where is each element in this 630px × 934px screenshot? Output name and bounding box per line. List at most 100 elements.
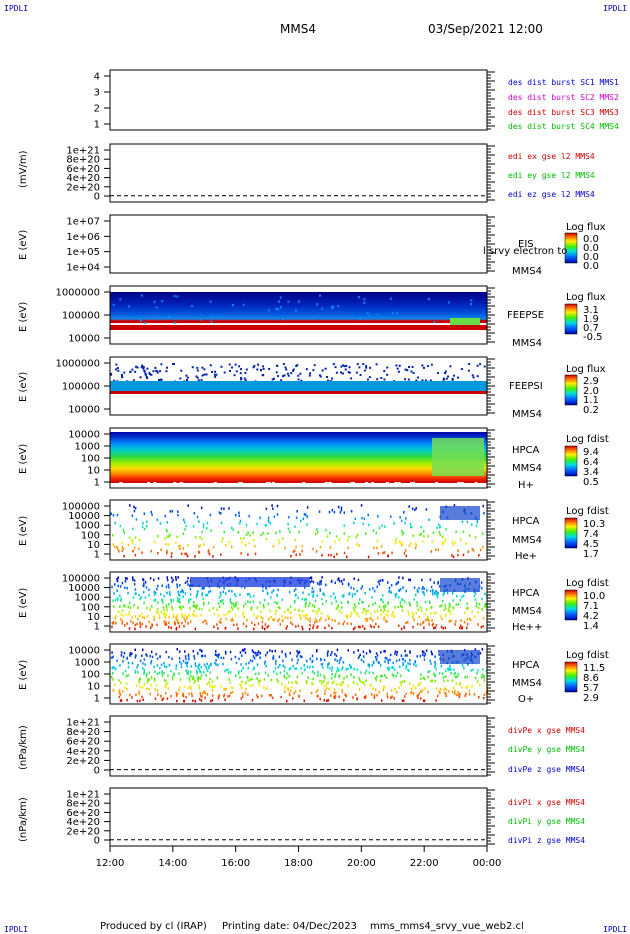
hpca-o-enhancement	[440, 650, 480, 664]
hpca-h-spectrogram	[110, 432, 487, 483]
panel-frame	[109, 787, 488, 847]
colorbar-val-feepse-2: 0.7	[583, 323, 599, 334]
hpca-he-enhancement	[440, 506, 480, 520]
ylabel-divpe: (nPa/km)	[18, 725, 29, 770]
colorbar-val-hpca-o-2: 5.7	[583, 683, 599, 694]
ylabel-hpca-he: E (eV)	[18, 515, 29, 546]
ytick-label: 1000000	[55, 359, 100, 370]
ytick-label: 1e+07	[66, 217, 100, 228]
side-label-hpca-h-species: H+	[518, 480, 534, 491]
ytick-label: 2e+20	[66, 756, 100, 767]
colorbar-title-feepse: Log flux	[566, 292, 606, 303]
hpca-h-enhancement	[432, 438, 484, 476]
feepse-band	[110, 325, 487, 330]
ytick-label: 1000	[75, 442, 100, 453]
ytick-label: 10000	[68, 646, 100, 657]
ytick-label: 100	[81, 670, 100, 681]
colorbar-val-hpca-hepp-1: 7.1	[583, 601, 599, 612]
colorbar-title-feepsi: Log flux	[566, 364, 606, 375]
colorbar-val-eis-2: 0.0	[583, 252, 599, 263]
corner-label-top-left: IPDLI	[4, 4, 29, 13]
ytick-label: 1	[94, 478, 100, 489]
legend-burst-mms3: des dist burst SC3 MMS3	[508, 108, 619, 117]
side-label-hpca-he-sc: MMS4	[512, 535, 542, 546]
colorbar-val-feepse-0: 3.1	[583, 305, 599, 316]
legend-divpi-y: divPi y gse MMS4	[508, 817, 586, 826]
colorbar	[564, 232, 578, 264]
colorbar-val-hpca-hepp-0: 10.0	[583, 591, 606, 602]
xtick-label: 12:00	[96, 858, 125, 869]
ytick-label: 10000	[68, 583, 100, 594]
legend-edi-z: edi ez gse l2 MMS4	[508, 190, 595, 199]
ylabel-divpi: (nPa/km)	[18, 797, 29, 842]
colorbar-title-eis: Log flux	[566, 222, 606, 233]
colorbar	[564, 661, 578, 693]
side-label-feepse-sc: MMS4	[512, 338, 542, 349]
legend-edi-y: edi ey gse l2 MMS4	[508, 171, 595, 180]
xtick-label: 14:00	[158, 858, 187, 869]
legend-edi-x: edi ex gse l2 MMS4	[508, 152, 595, 161]
feepsi-band	[110, 391, 487, 394]
ytick-label: 4e+20	[66, 746, 100, 757]
side-label-hpca-he-species: He+	[515, 551, 538, 562]
ytick-label: 1e+04	[66, 263, 100, 274]
colorbar	[564, 445, 578, 477]
xtick-label: 20:00	[347, 858, 376, 869]
ytick-label: 0	[94, 192, 100, 203]
ylabel-eis: E (eV)	[18, 229, 29, 260]
ytick-label: 10000	[68, 405, 100, 416]
side-label-hpca-hepp-sc: MMS4	[512, 606, 542, 617]
colorbar-val-feepse-3: -0.5	[583, 332, 603, 343]
spacecraft-title: MMS4	[280, 22, 316, 36]
ytick-label: 6e+20	[66, 808, 100, 819]
ytick-label: 0	[94, 766, 100, 777]
ytick-label: 1000	[75, 593, 100, 604]
side-label-hpca-hepp-species: He++	[512, 622, 543, 633]
colorbar-val-hpca-he-2: 4.5	[583, 539, 599, 550]
ytick-label: 3	[94, 88, 100, 99]
ytick-label: 2e+20	[66, 182, 100, 193]
ytick-label: 1	[94, 622, 100, 633]
legend-burst-mms1: des dist burst SC1 MMS1	[508, 78, 619, 87]
colorbar-val-eis-1: 0.0	[583, 243, 599, 254]
datetime-title: 03/Sep/2021 12:00	[428, 22, 543, 36]
panel-frame	[109, 571, 488, 633]
legend-burst-mms4: des dist burst SC4 MMS4	[508, 122, 619, 131]
ytick-label: 4e+20	[66, 173, 100, 184]
colorbar-val-hpca-o-1: 8.6	[583, 673, 599, 684]
colorbar-title-hpca-he: Log fdist	[566, 506, 609, 517]
xtick-label: 22:00	[410, 858, 439, 869]
ytick-label: 100	[81, 454, 100, 465]
ytick-label: 6e+20	[66, 164, 100, 175]
ytick-label: 4e+20	[66, 817, 100, 828]
colorbar-val-eis-0: 0.0	[583, 234, 599, 245]
colorbar-val-feepsi-0: 2.9	[583, 376, 599, 387]
ylabel-feepse: E (eV)	[18, 301, 29, 332]
side-label-feepse: FEEPSE	[507, 310, 545, 321]
ytick-label: 1000	[75, 658, 100, 669]
ytick-label: 1e+06	[66, 232, 100, 243]
ytick-label: 100000	[62, 382, 100, 393]
ytick-label: 2e+20	[66, 826, 100, 837]
ytick-label: 1	[94, 694, 100, 705]
ylabel-hpca-o: E (eV)	[18, 659, 29, 690]
legend-divpe-y: divPe y gse MMS4	[508, 745, 586, 754]
ytick-label: 2	[94, 104, 100, 115]
colorbar-val-feepsi-3: 0.2	[583, 405, 599, 416]
colorbar-val-hpca-he-1: 7.4	[583, 529, 599, 540]
corner-label-bottom-right: IPDLI	[603, 925, 628, 934]
colorbar-title-hpca-h: Log fdist	[566, 434, 609, 445]
colorbar-val-hpca-he-3: 1.7	[583, 549, 599, 560]
footer-script: mms_mms4_srvy_vue_web2.cl	[370, 921, 524, 932]
ytick-label: 1	[94, 120, 100, 131]
side-label-hpca-o-sc: MMS4	[512, 678, 542, 689]
ytick-label: 10	[87, 682, 100, 693]
legend-divpi-z: divPi z gse MMS4	[508, 836, 586, 845]
side-label-hpca-o: HPCA	[512, 660, 540, 671]
colorbar-val-hpca-h-2: 3.4	[583, 467, 599, 478]
